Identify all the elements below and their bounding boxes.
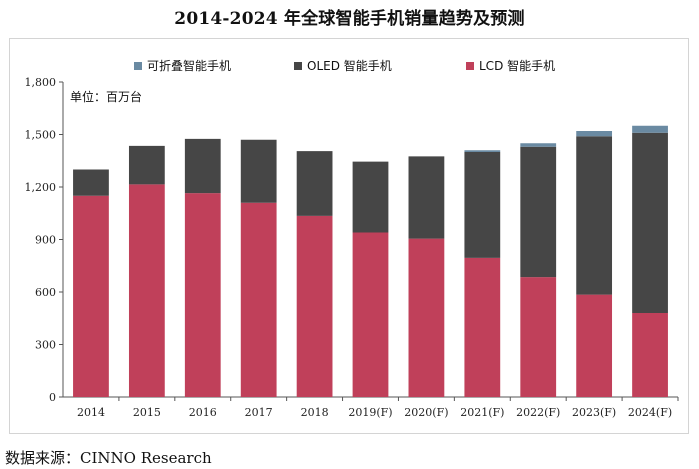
bar-oled-2024(F) bbox=[632, 132, 668, 313]
legend-item-lcd: LCD 智能手机 bbox=[466, 57, 555, 74]
bar-foldable-2022(F) bbox=[520, 143, 557, 147]
bar-oled-2021(F) bbox=[464, 152, 501, 258]
bar-lcd-2022(F) bbox=[520, 277, 557, 397]
x-tick-label: 2024(F) bbox=[628, 406, 672, 419]
bar-oled-2022(F) bbox=[520, 146, 557, 278]
x-tick-label: 2021(F) bbox=[460, 406, 504, 419]
x-tick-label: 2022(F) bbox=[516, 406, 560, 419]
y-tick-label: 0 bbox=[49, 391, 56, 404]
bar-lcd-2015 bbox=[128, 184, 165, 397]
x-tick-label: 2020(F) bbox=[404, 406, 448, 419]
x-tick-label: 2016 bbox=[189, 406, 217, 419]
bar-oled-2020(F) bbox=[408, 156, 445, 239]
x-tick-label: 2015 bbox=[133, 406, 161, 419]
legend: 可折叠智能手机 OLED 智能手机 LCD 智能手机 bbox=[0, 57, 699, 75]
legend-swatch-foldable bbox=[134, 61, 142, 70]
y-tick-label: 1,800 bbox=[25, 76, 57, 89]
x-tick-label: 2019(F) bbox=[348, 406, 392, 419]
legend-label-foldable: 可折叠智能手机 bbox=[147, 59, 232, 73]
chart-frame bbox=[9, 38, 689, 434]
y-tick-label: 1,200 bbox=[25, 181, 57, 194]
unit-label: 单位：百万台 bbox=[70, 90, 143, 104]
bar-oled-2017 bbox=[240, 139, 277, 203]
legend-label-oled: OLED 智能手机 bbox=[307, 59, 392, 73]
bar-lcd-2014 bbox=[73, 195, 109, 397]
y-tick-label: 600 bbox=[35, 286, 56, 299]
bar-oled-2016 bbox=[184, 138, 221, 194]
legend-label-lcd: LCD 智能手机 bbox=[479, 59, 556, 73]
bar-lcd-2019(F) bbox=[352, 232, 389, 397]
bar-lcd-2018 bbox=[296, 215, 333, 397]
bar-lcd-2020(F) bbox=[408, 238, 445, 397]
chart-title: 2014-2024 年全球智能手机销量趋势及预测 bbox=[174, 9, 525, 29]
bar-oled-2023(F) bbox=[576, 136, 613, 295]
bar-lcd-2017 bbox=[240, 202, 277, 397]
bar-lcd-2016 bbox=[184, 193, 221, 397]
y-tick-label: 1,500 bbox=[25, 129, 57, 142]
bar-lcd-2024(F) bbox=[632, 313, 668, 397]
x-tick-label: 2014 bbox=[77, 406, 105, 419]
bar-lcd-2023(F) bbox=[576, 294, 613, 397]
legend-swatch-lcd bbox=[466, 61, 474, 70]
legend-item-foldable: 可折叠智能手机 bbox=[134, 57, 231, 74]
x-tick-label: 2017 bbox=[245, 406, 273, 419]
bar-foldable-2023(F) bbox=[576, 131, 613, 137]
x-tick-label: 2023(F) bbox=[572, 406, 616, 419]
legend-item-oled: OLED 智能手机 bbox=[294, 57, 392, 74]
bar-foldable-2021(F) bbox=[464, 150, 501, 152]
bar-oled-2018 bbox=[296, 151, 333, 216]
bar-lcd-2021(F) bbox=[464, 257, 501, 397]
x-tick-label: 2018 bbox=[301, 406, 329, 419]
y-tick-label: 300 bbox=[35, 339, 56, 352]
bar-oled-2015 bbox=[128, 145, 165, 185]
y-tick-label: 900 bbox=[35, 234, 56, 247]
bar-oled-2014 bbox=[73, 169, 109, 196]
legend-swatch-oled bbox=[294, 61, 302, 70]
bar-foldable-2024(F) bbox=[632, 125, 668, 133]
bar-oled-2019(F) bbox=[352, 161, 389, 233]
source-note: 数据来源：CINNO Research bbox=[5, 449, 212, 467]
